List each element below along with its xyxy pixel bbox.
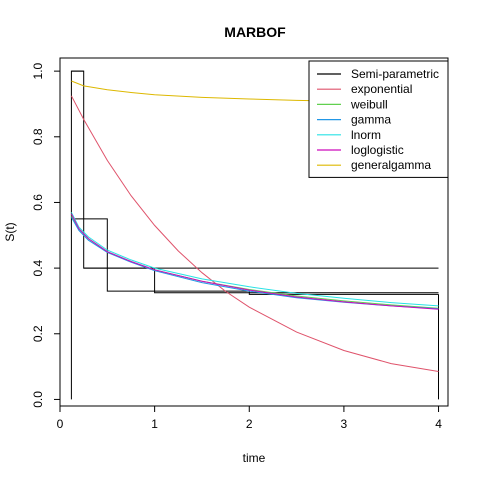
curve-line	[70, 212, 439, 307]
legend-item-label: Semi-parametric	[351, 67, 439, 81]
series-gamma	[70, 216, 439, 310]
y-tick-label: 0.6	[31, 194, 45, 211]
x-tick-label: 2	[246, 417, 253, 431]
legend-item-label: generalgamma	[351, 158, 431, 172]
x-tick-label: 1	[151, 417, 158, 431]
legend-item-label: loglogistic	[351, 143, 404, 157]
chart-title: MARBOF	[224, 24, 286, 40]
y-tick-label: 1.0	[31, 62, 45, 79]
curve-line	[70, 216, 439, 310]
curve-line	[70, 95, 439, 372]
series-loglogistic	[70, 213, 439, 310]
y-tick-label: 0.8	[31, 128, 45, 145]
series-lnorm	[70, 212, 439, 307]
legend-item-label: exponential	[351, 82, 412, 96]
y-axis-label: S(t)	[3, 222, 17, 241]
x-tick-label: 4	[435, 417, 442, 431]
plot-area	[70, 70, 439, 400]
y-axis: 0.0 0.2 0.4 0.6 0.8 1.0	[31, 62, 61, 408]
y-tick-label: 0.2	[31, 325, 45, 342]
x-tick-label: 0	[57, 417, 64, 431]
step-line	[70, 70, 84, 400]
legend-item-label: weibull	[350, 97, 388, 111]
x-axis-label: time	[243, 451, 266, 465]
x-axis: 0 1 2 3 4	[57, 405, 442, 431]
step-line	[71, 218, 439, 295]
series-semi-parametric	[70, 70, 439, 400]
y-tick-label: 0.4	[31, 259, 45, 276]
curve-line	[70, 213, 439, 310]
step-line	[83, 267, 439, 294]
series-exponential	[70, 95, 439, 372]
legend-item-label: gamma	[351, 113, 391, 127]
x-tick-label: 3	[341, 417, 348, 431]
legend-item-label: lnorm	[351, 128, 381, 142]
y-tick-label: 0.0	[31, 391, 45, 408]
